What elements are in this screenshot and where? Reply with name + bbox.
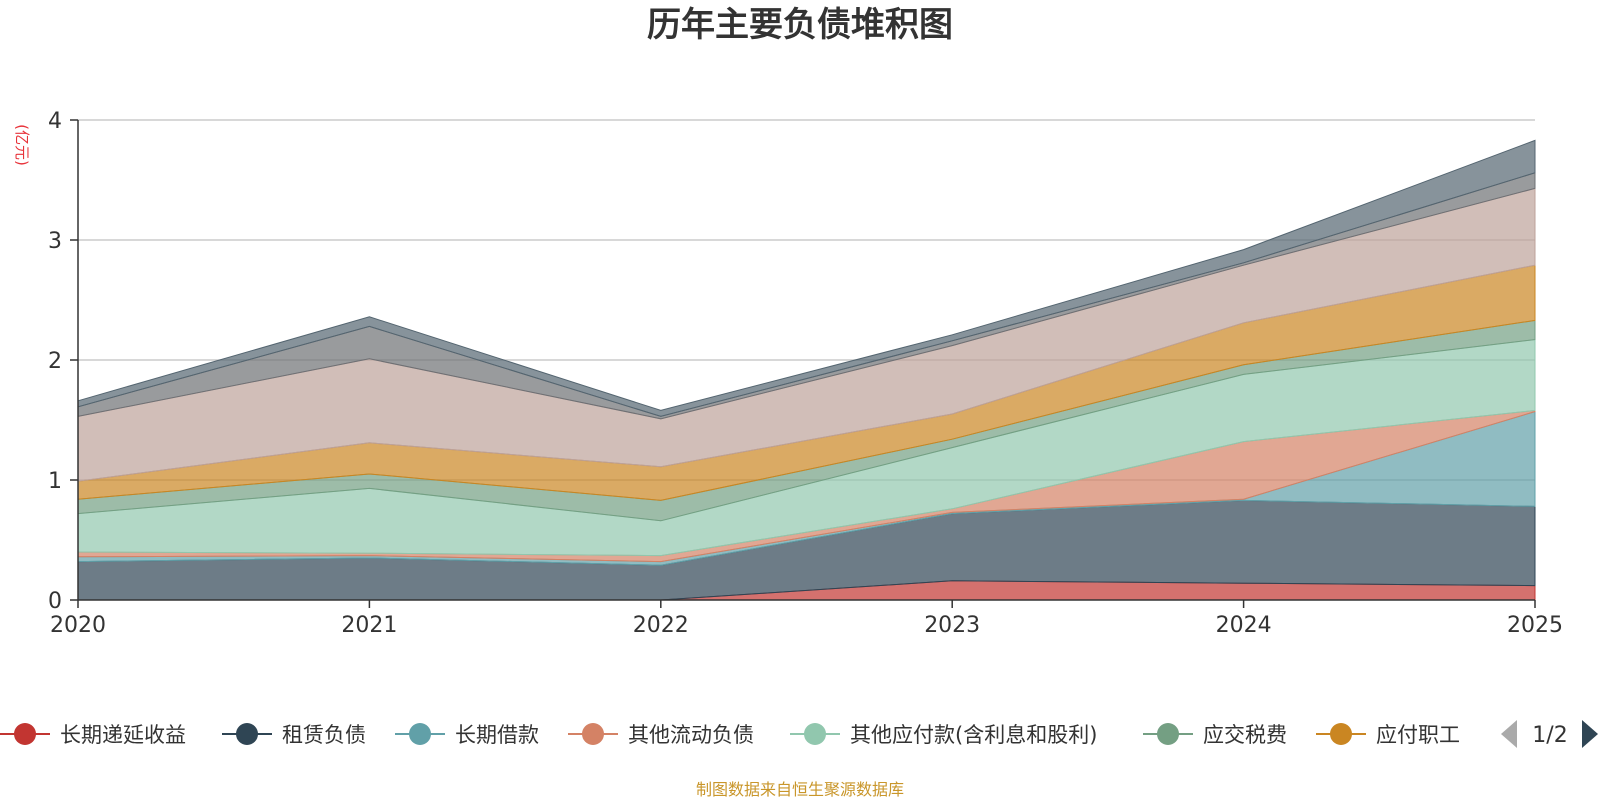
legend-item[interactable]: 其他应付款(含利息和股利)	[790, 723, 1097, 747]
legend-marker-icon	[1330, 723, 1352, 745]
legend-marker-icon	[804, 723, 826, 745]
source-note: 制图数据来自恒生聚源数据库	[696, 780, 904, 799]
y-tick-label: 3	[48, 229, 62, 254]
legend-marker-icon	[409, 723, 431, 745]
legend-marker-icon	[236, 723, 258, 745]
y-tick-label: 0	[48, 589, 62, 614]
legend-marker-icon	[582, 723, 604, 745]
chart-title: 历年主要负债堆积图	[647, 5, 953, 45]
legend-marker-icon	[1157, 723, 1179, 745]
x-tick-label: 2021	[341, 613, 397, 638]
area-series-group	[77, 139, 1536, 601]
legend-label: 长期借款	[455, 723, 539, 747]
area-series-9	[77, 139, 1536, 417]
legend-prev-icon[interactable]	[1501, 720, 1517, 748]
x-tick-label: 2024	[1216, 613, 1272, 638]
legend-item[interactable]: 租赁负债	[222, 723, 366, 747]
y-tick-labels: 0 1 2 3 4	[48, 109, 78, 614]
legend-next-icon[interactable]	[1582, 720, 1598, 748]
legend-label: 其他流动负债	[628, 723, 754, 747]
legend-item[interactable]: 长期借款	[395, 723, 539, 747]
legend-label: 长期递延收益	[60, 723, 186, 747]
legend-label: 其他应付款(含利息和股利)	[850, 723, 1097, 747]
legend-marker-icon	[14, 723, 36, 745]
legend: 长期递延收益 租赁负债 长期借款 其他流动负债 其他应付款(含利息和股利) 应交税费 应付职…	[0, 723, 1460, 747]
legend-item[interactable]: 长期递延收益	[0, 723, 186, 747]
x-tick-label: 2025	[1507, 613, 1563, 638]
legend-label: 应付职工	[1376, 723, 1460, 747]
x-tick-label: 2023	[924, 613, 980, 638]
legend-item[interactable]: 应付职工	[1316, 723, 1460, 747]
legend-pager: 1/2	[1501, 720, 1598, 748]
legend-item[interactable]: 其他流动负债	[568, 723, 754, 747]
legend-item[interactable]: 应交税费	[1143, 723, 1287, 747]
x-tick-label: 2020	[50, 613, 106, 638]
legend-label: 应交税费	[1203, 723, 1287, 747]
y-tick-label: 2	[48, 349, 62, 374]
y-tick-label: 4	[48, 109, 62, 134]
legend-page-indicator: 1/2	[1532, 723, 1567, 748]
y-tick-label: 1	[48, 469, 62, 494]
x-tick-label: 2022	[633, 613, 689, 638]
y-axis-unit-label: (亿元)	[13, 124, 31, 166]
x-tick-labels: 2020 2021 2022 2023 2024 2025	[50, 600, 1563, 638]
legend-label: 租赁负债	[282, 723, 366, 747]
